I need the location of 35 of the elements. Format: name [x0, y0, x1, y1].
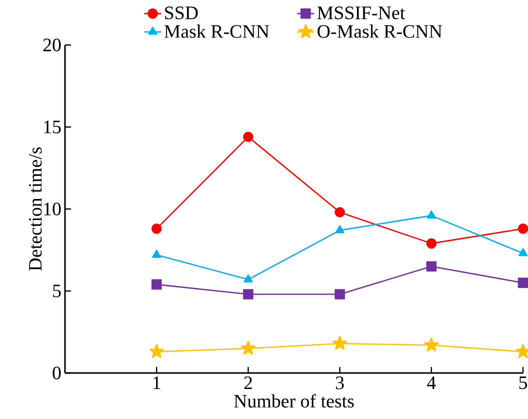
point [518, 248, 528, 256]
point [243, 289, 254, 300]
y-tick-label: 20 [43, 38, 61, 52]
legend-label: MSSIF-Net [317, 6, 406, 20]
x-tick-label: 5 [519, 376, 527, 390]
point [334, 207, 345, 218]
point [332, 336, 348, 350]
x-tick-label: 2 [244, 376, 252, 390]
x-tick-label: 4 [427, 376, 436, 389]
x-tick-label: 3 [336, 376, 344, 390]
point [426, 261, 437, 272]
point [426, 238, 437, 249]
y-tick-label: 15 [44, 120, 61, 134]
point [244, 274, 253, 282]
point [335, 225, 344, 234]
x-axis-title: Number of tests [234, 394, 354, 408]
legend-label: O-Mask R-CNN [318, 24, 442, 38]
x-tick-label: 1 [154, 376, 160, 390]
y-tick-label: 10 [44, 202, 61, 216]
point [149, 344, 164, 358]
point [152, 250, 162, 258]
y-tick-label: 5 [53, 284, 61, 298]
legend-label: SSD [165, 6, 198, 20]
legend-label: Mask R-CNN [164, 24, 270, 38]
point [424, 337, 439, 352]
point [240, 340, 256, 355]
point [151, 224, 162, 234]
y-tick-label: 0 [52, 366, 61, 380]
point [426, 210, 436, 218]
point [334, 289, 345, 300]
point [243, 132, 254, 142]
point [518, 278, 528, 288]
y-axis-title: Detection time/s [28, 147, 42, 271]
point [518, 224, 528, 234]
point [151, 279, 162, 290]
